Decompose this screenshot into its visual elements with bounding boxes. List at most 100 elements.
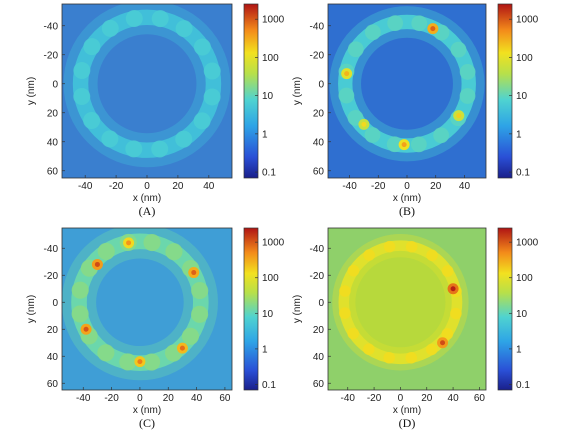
colorbar-tick-label: 1000 — [262, 15, 285, 26]
panel-caption: (B) — [399, 204, 415, 218]
x-axis-label: x (nm) — [133, 193, 161, 204]
y-tick-label: 20 — [47, 108, 59, 119]
x-tick-label: 60 — [474, 393, 486, 404]
plot-area — [62, 228, 232, 390]
x-tick-label: 20 — [421, 393, 433, 404]
ring-blob — [441, 328, 454, 340]
x-tick-label: 20 — [163, 393, 175, 404]
colorbar — [497, 3, 513, 179]
plot-frame — [61, 227, 233, 391]
ring-blob — [193, 38, 211, 56]
ring-blob — [119, 353, 137, 371]
panel-1: -40 -20 0 20 40 -40 -20 0 20 40 60 x (nm) y (nm) (A) 0… — [26, 3, 285, 218]
plot-frame — [327, 227, 487, 391]
ring-blob — [459, 64, 476, 80]
ring-blob — [450, 41, 467, 58]
ring-band — [338, 240, 463, 365]
ring-blob — [383, 351, 395, 364]
ring-blob — [125, 10, 143, 28]
x-tick-label: -20 — [104, 393, 119, 404]
hotspot-core — [126, 240, 132, 246]
ring-blob — [203, 88, 221, 106]
panel-caption: (C) — [139, 416, 155, 430]
colorbar — [243, 227, 259, 391]
ring-blob — [441, 265, 454, 277]
panel-caption: (D) — [399, 416, 416, 430]
ring-blob — [387, 15, 404, 32]
y-tick-label: 40 — [313, 137, 325, 148]
y-axis-label: y (nm) — [292, 77, 303, 105]
hotspot-core — [430, 26, 436, 32]
y-tick-label: 0 — [52, 298, 58, 309]
x-tick-label: 20 — [430, 181, 442, 192]
ring-blob — [362, 343, 375, 356]
x-tick-label: 60 — [219, 393, 231, 404]
x-tick-label: -20 — [109, 181, 124, 192]
y-tick-label: 0 — [318, 298, 324, 309]
heatmap-interior — [343, 245, 458, 359]
ring-band — [72, 9, 222, 158]
x-tick-label: -40 — [76, 393, 91, 404]
y-tick-label: 60 — [313, 166, 325, 177]
x-tick-label: 40 — [191, 393, 203, 404]
ring-blob — [73, 87, 91, 105]
ring-blob — [193, 112, 211, 130]
ring-blob — [410, 136, 427, 153]
ring-blob — [459, 88, 476, 104]
ring-blob — [97, 344, 115, 362]
colorbar-tick-label: 0.1 — [516, 168, 530, 179]
y-tick-label: 20 — [47, 325, 59, 336]
x-axis-label: x (nm) — [133, 405, 161, 416]
plot-area — [62, 4, 232, 178]
ring-blob — [73, 62, 91, 80]
y-axis-label: y (nm) — [26, 295, 37, 323]
panel-caption: (A) — [139, 204, 156, 218]
x-tick-label: 0 — [137, 393, 143, 404]
x-tick-label: 0 — [398, 393, 404, 404]
ring-blob — [203, 62, 221, 80]
ring-blob — [386, 136, 403, 153]
x-axis-label: x (nm) — [393, 405, 421, 416]
y-tick-label: 60 — [47, 379, 59, 390]
y-tick-label: -40 — [44, 21, 59, 32]
x-tick-label: -20 — [367, 393, 382, 404]
colorbar-tick-label: 10 — [516, 91, 528, 102]
y-tick-label: 60 — [47, 166, 59, 177]
y-tick-label: 40 — [313, 352, 325, 363]
y-tick-label: -20 — [310, 271, 325, 282]
ring-blob — [338, 87, 355, 104]
hotspot-core — [401, 142, 407, 148]
colorbar-tick-label: 0.1 — [516, 380, 530, 391]
colorbar-tick-label: 1 — [262, 129, 268, 140]
y-tick-label: 40 — [47, 137, 59, 148]
ring-blob — [181, 327, 200, 345]
ring-blob — [347, 264, 360, 277]
ring-blob — [347, 41, 364, 58]
x-tick-label: 40 — [459, 181, 471, 192]
x-tick-label: 0 — [144, 181, 150, 192]
colorbar-tick-label: 1 — [262, 344, 268, 355]
ring-blob — [347, 327, 360, 340]
x-tick-label: 20 — [172, 181, 184, 192]
ring-blob — [383, 240, 396, 253]
y-tick-label: -20 — [44, 271, 59, 282]
x-tick-label: 0 — [404, 181, 410, 192]
ring-blob — [339, 285, 351, 297]
hotspot-core — [83, 326, 89, 332]
ring-blob — [143, 353, 161, 371]
ring-blob — [405, 352, 418, 364]
x-tick-label: -40 — [341, 393, 356, 404]
colorbar-tick-label: 0.1 — [262, 168, 276, 179]
ring-blob — [101, 19, 119, 37]
ring-blob — [425, 343, 438, 356]
colorbar — [497, 227, 513, 391]
ring-blob — [450, 307, 462, 320]
hotspot-core — [456, 113, 462, 119]
colorbar-tick-label: 100 — [262, 53, 279, 64]
ring-blob — [364, 127, 381, 143]
y-tick-label: -40 — [310, 21, 325, 32]
ring-blob — [363, 249, 375, 261]
ring-blob — [175, 130, 193, 148]
colorbar-tick-label: 1000 — [516, 15, 539, 26]
ring-blob — [191, 305, 209, 323]
